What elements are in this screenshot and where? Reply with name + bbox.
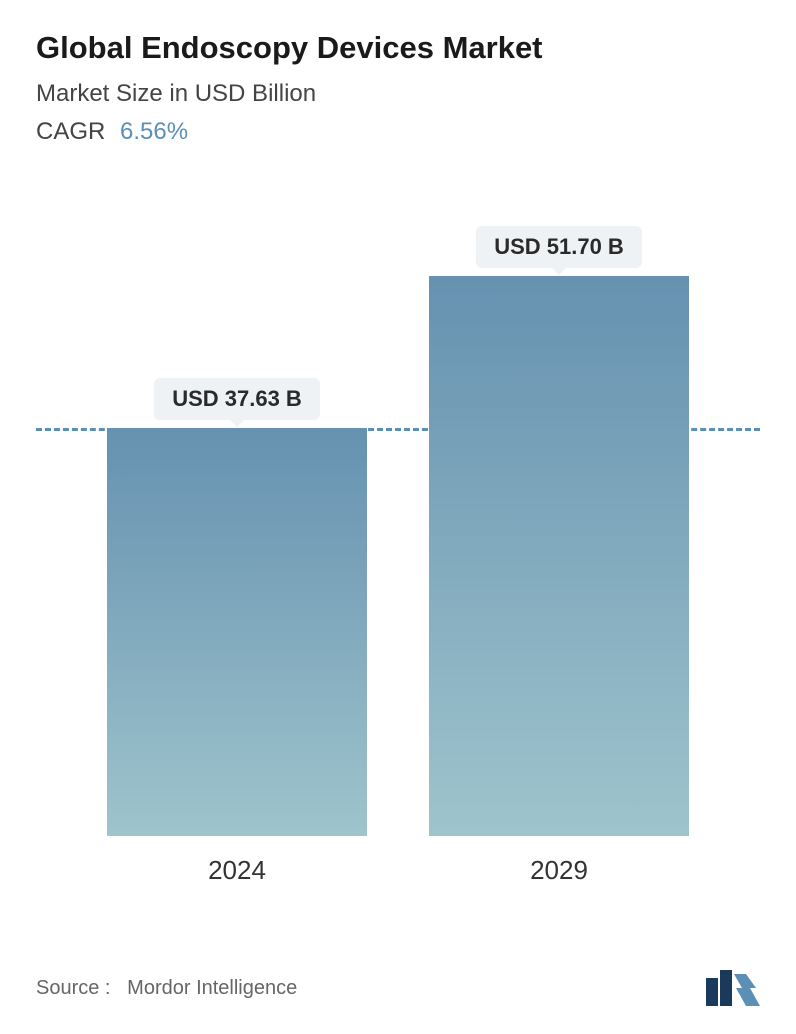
source-label: Source : <box>36 977 110 999</box>
cagr-value: 6.56% <box>120 118 188 145</box>
cagr-label: CAGR <box>36 118 105 145</box>
bars-container: USD 37.63 B USD 51.70 B <box>36 206 760 836</box>
year-labels-row: 2024 2029 <box>36 855 760 886</box>
footer: Source : Mordor Intelligence <box>36 970 760 1006</box>
chart-area: USD 37.63 B USD 51.70 B 2024 2029 <box>36 206 760 886</box>
source-text: Source : Mordor Intelligence <box>36 977 297 1000</box>
bar-group: USD 37.63 B <box>107 378 367 836</box>
bar <box>107 428 367 836</box>
page-title: Global Endoscopy Devices Market <box>36 30 760 66</box>
year-label: 2024 <box>107 855 367 886</box>
bar-value-label: USD 37.63 B <box>154 378 320 420</box>
bar <box>429 276 689 836</box>
source-value: Mordor Intelligence <box>127 977 297 999</box>
bar-group: USD 51.70 B <box>429 226 689 836</box>
logo-icon <box>706 970 760 1006</box>
year-label: 2029 <box>429 855 689 886</box>
cagr-row: CAGR 6.56% <box>36 118 760 146</box>
bar-value-label: USD 51.70 B <box>476 226 642 268</box>
page-subtitle: Market Size in USD Billion <box>36 80 760 108</box>
